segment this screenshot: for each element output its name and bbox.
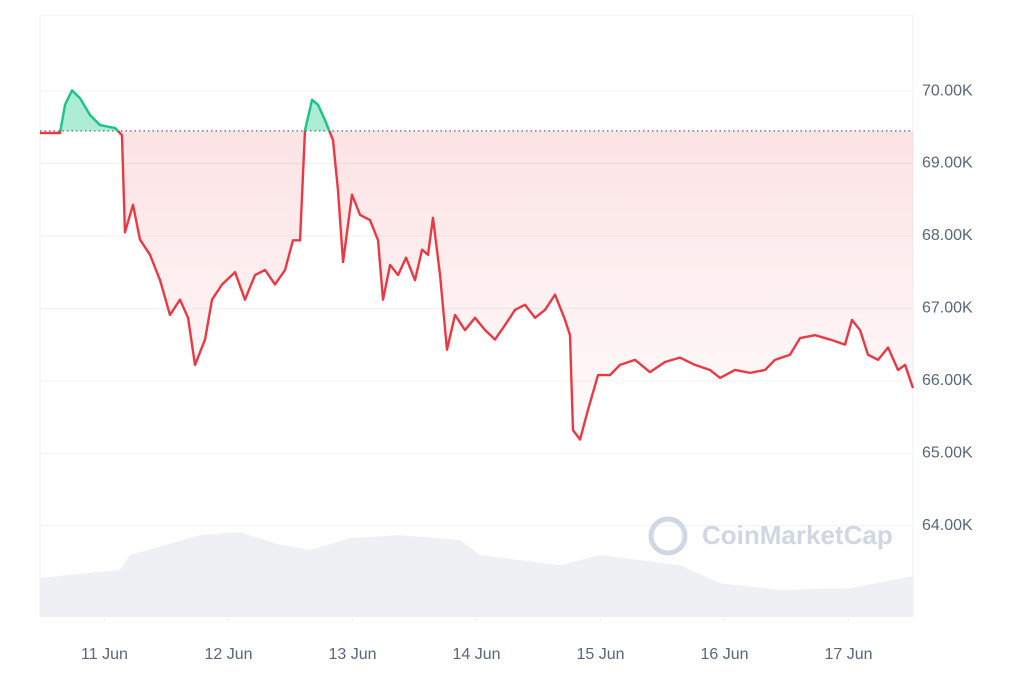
y-tick-label: 66.00K: [922, 372, 973, 389]
x-tick-label: 13 Jun: [328, 646, 376, 663]
price-line: [40, 89, 915, 441]
volume-area: [40, 532, 913, 617]
y-tick-label: 68.00K: [922, 227, 973, 244]
x-tick-label: 14 Jun: [452, 646, 500, 663]
watermark-text: CoinMarketCap: [702, 520, 893, 550]
price-area: [40, 90, 913, 440]
y-tick-label: 69.00K: [922, 155, 973, 172]
x-tick-label: 17 Jun: [824, 646, 872, 663]
x-tick-label: 11 Jun: [81, 646, 128, 663]
watermark: CoinMarketCap: [648, 516, 893, 556]
x-tick-label: 16 Jun: [700, 646, 748, 663]
y-tick-label: 64.00K: [922, 517, 973, 534]
y-tick-label: 70.00K: [922, 82, 973, 99]
x-tick-label: 12 Jun: [204, 646, 252, 663]
y-tick-label: 65.00K: [922, 444, 973, 461]
y-tick-label: 67.00K: [922, 300, 973, 317]
x-tick-label: 15 Jun: [576, 646, 624, 663]
